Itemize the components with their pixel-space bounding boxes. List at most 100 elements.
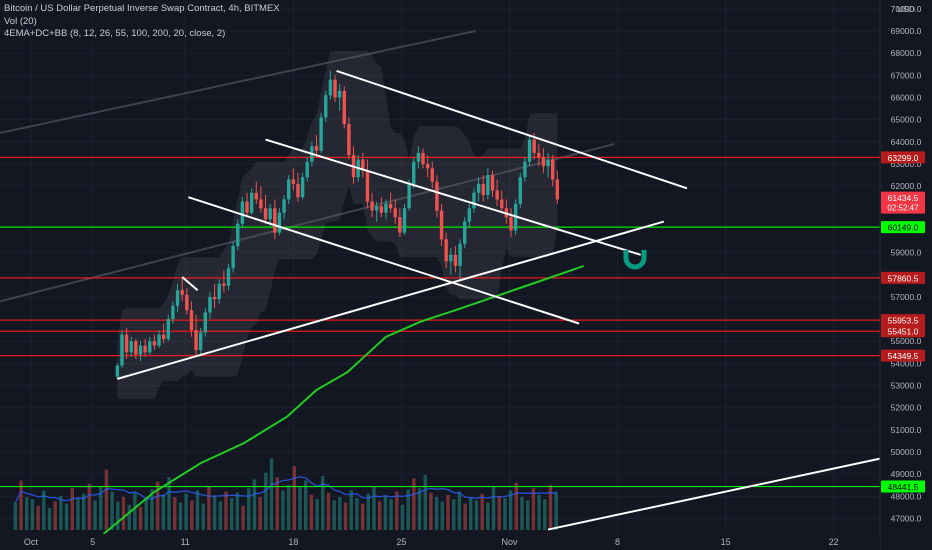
time-tick-label: 18 [288,537,298,547]
symbol-title[interactable]: Bitcoin / US Dollar Perpetual Inverse Sw… [4,3,280,14]
volume-bar [19,480,23,530]
volume-bar [457,491,462,530]
volume-bar [212,495,217,530]
candle-body [259,199,263,209]
volume-bar [343,502,348,530]
faded-trendline [0,143,615,303]
candle-body [425,163,430,169]
volume-bar [508,490,513,530]
candle-body [398,217,402,233]
volume-bar [412,478,416,530]
candle-body [518,177,522,204]
volume-bar [138,506,143,530]
candle-body [175,290,180,306]
volume-bar [366,493,371,530]
chart-legend: Bitcoin / US Dollar Perpetual Inverse Sw… [4,3,280,41]
candle-body [129,341,133,353]
volume-bar [503,498,507,530]
volume-bar [42,490,46,530]
volume-bar [383,495,388,530]
time-tick-label: Nov [501,537,518,547]
trendline-short-top [181,276,199,292]
price-tick-label: 55000.0 [891,336,922,346]
price-level-label: 63299.0 [888,153,919,163]
volume-bar [332,500,336,530]
candle-body [421,152,425,164]
candle-body [384,203,388,213]
price-tick-label: 69000.0 [891,26,922,36]
candle-body [532,139,536,153]
candle-body [300,177,305,198]
candle-body [500,199,504,209]
candle-body [138,345,143,355]
price-level-label: 57860.5 [888,273,919,283]
candle-body [375,206,379,211]
price-level-badge [881,480,925,493]
ema-indicator-title[interactable]: 4EMA+DC+BB (8, 12, 26, 55, 100, 200, 20,… [4,28,226,39]
candle-body [509,217,513,231]
candle-body [541,157,546,167]
candle-body [467,208,472,222]
candle-body [537,152,541,158]
volume-bar [434,497,439,530]
volume-indicator-title[interactable]: Vol (20) [4,15,37,27]
price-tick-label: 64000.0 [891,137,922,147]
volume-bar [400,504,405,530]
candle-body [370,201,374,211]
price-level-badge [881,151,925,164]
candle-body [115,365,120,377]
volume-bar [349,490,353,530]
time-tick-label: 22 [829,537,839,547]
candle-body [407,183,411,209]
price-axis: 70000.0 69000.0 68000.0 67000.0 66000.0 65000… [891,4,922,524]
volume-bar [326,492,331,530]
price-tick-label: 66000.0 [891,92,922,102]
volume-bar [537,494,541,530]
candle-body [495,190,499,200]
volume-bar [144,499,148,530]
price-tick-label: 59000.0 [891,248,922,258]
volume-bar [150,489,154,530]
volume-bar [372,487,376,530]
candles [115,70,560,379]
candle-body [314,146,319,151]
volume-bars [13,458,558,530]
price-tick-label: 67000.0 [891,70,922,80]
candle-body [254,192,258,200]
candle-body [152,341,157,346]
volume-bar [161,494,166,530]
volume-bar [116,501,120,530]
candle-body [143,345,147,353]
bollinger-band-fill [117,50,558,399]
candle-body [555,179,560,200]
faded-trendline [0,30,476,134]
candle-body [120,334,124,366]
volume-bar [241,505,245,530]
volume-bar [13,502,18,530]
candle-body [273,208,277,233]
volume-bar [463,503,467,530]
candle-body [222,283,226,286]
time-axis: Oct 5 11 18 25 Nov 8 15 22 [24,537,839,547]
candle-body [277,212,282,233]
candle-body [148,341,152,353]
ema-line-group [102,264,584,535]
price-tick-label: 48000.0 [891,491,922,501]
volume-bar [224,491,228,530]
volume-bar [554,491,558,530]
volume-bar [64,503,69,530]
candle-body [439,210,444,240]
volume-bar [360,503,365,530]
trendline-ascending-long [547,457,881,531]
volume-bar [93,500,97,530]
volume-bar [446,494,450,530]
volume-bar [133,492,137,530]
volume-bar [429,492,433,530]
price-level-label: 55953.5 [888,316,919,326]
volume-bar [298,487,302,530]
candle-body [324,95,328,118]
trendline-descending-upper [336,69,688,190]
candle-body [342,90,346,125]
candle-body [208,296,212,313]
